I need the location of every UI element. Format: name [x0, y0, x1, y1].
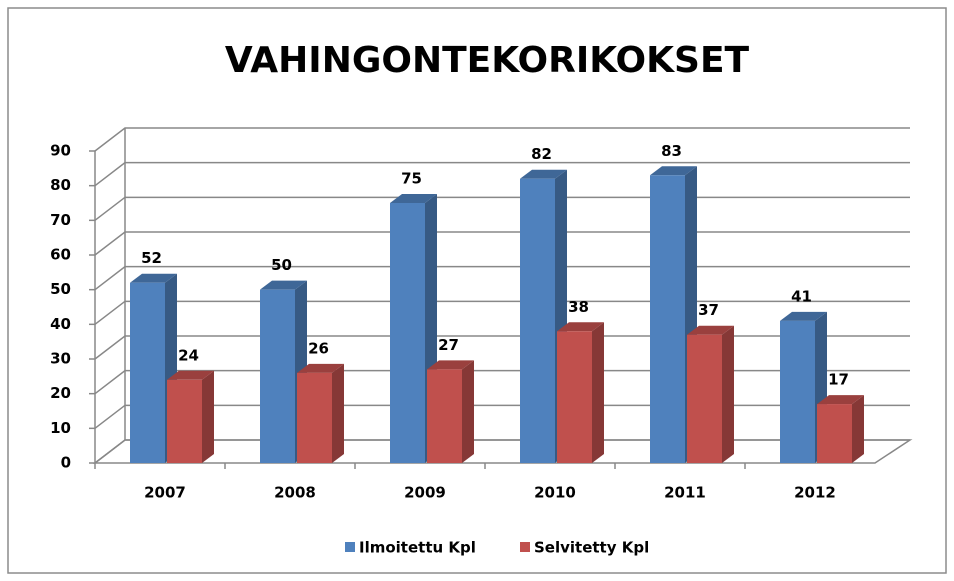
bar-top: [130, 273, 177, 283]
bar-top: [650, 166, 697, 176]
bar: [297, 372, 332, 463]
bar: [687, 334, 722, 463]
legend-swatch: [520, 542, 530, 552]
bar-top: [297, 363, 344, 373]
x-tick-label: 2009: [404, 484, 446, 502]
y-tick-label: 20: [50, 384, 71, 402]
data-label: 26: [308, 339, 329, 357]
bar-side: [202, 370, 214, 463]
bar: [817, 404, 852, 463]
bar-top: [817, 395, 864, 405]
data-label: 38: [568, 298, 589, 316]
y-tick-label: 40: [50, 315, 71, 333]
y-tick-label: 70: [50, 211, 71, 229]
grid-line: [94, 439, 910, 464]
x-tick-label: 2007: [144, 484, 186, 502]
grid-line: [94, 300, 910, 325]
x-tick-label: 2012: [794, 484, 836, 502]
y-tick-label: 50: [50, 280, 71, 298]
data-label: 82: [531, 145, 552, 163]
grid-line: [94, 265, 910, 291]
bar-side: [722, 325, 734, 463]
y-tick-label: 10: [50, 419, 71, 437]
data-label: 52: [141, 249, 162, 267]
x-tick-label: 2011: [664, 484, 706, 502]
y-tick-label: 60: [50, 246, 71, 264]
bar-side: [462, 360, 474, 463]
bar: [390, 203, 425, 463]
data-label: 27: [438, 336, 459, 354]
bar-top: [427, 360, 474, 370]
legend-swatch: [345, 542, 355, 552]
data-label: 37: [698, 301, 719, 319]
grid-line: [94, 404, 910, 429]
data-label: 50: [271, 256, 292, 274]
y-tick-label: 90: [50, 142, 71, 160]
data-label: 75: [401, 170, 422, 188]
bar-side: [332, 363, 344, 463]
grid-line: [94, 369, 910, 395]
bar: [167, 379, 202, 463]
legend-label: Selvitetty Kpl: [534, 539, 649, 557]
grid-line: [94, 335, 910, 360]
data-label: 83: [661, 142, 682, 160]
bar: [520, 178, 555, 463]
y-tick-label: 80: [50, 176, 71, 194]
grid-line: [94, 127, 910, 152]
chart-title: VAHINGONTEKORIKOKSET: [225, 40, 750, 81]
grid-line: [94, 231, 910, 256]
bar-top: [557, 322, 604, 332]
data-label: 41: [791, 287, 812, 305]
bar-top: [687, 325, 734, 335]
bar-top: [390, 194, 437, 203]
data-label: 24: [178, 346, 199, 364]
bar-side: [852, 395, 864, 463]
grid-line: [94, 161, 910, 187]
y-tick-label: 0: [61, 454, 71, 472]
bar: [780, 320, 815, 463]
bar: [650, 175, 685, 463]
bar: [557, 331, 592, 463]
data-label: 17: [828, 371, 849, 389]
bar: [427, 369, 462, 463]
bar-top: [520, 169, 567, 179]
bar: [260, 289, 295, 463]
bar-top: [780, 311, 827, 321]
bar-top: [260, 280, 307, 290]
bar: [130, 282, 165, 463]
legend-label: Ilmoitettu Kpl: [359, 539, 476, 557]
grid-line: [94, 196, 910, 221]
y-tick-label: 30: [50, 350, 71, 368]
x-tick-label: 2008: [274, 484, 316, 502]
bar-side: [592, 322, 604, 463]
x-tick-label: 2010: [534, 484, 576, 502]
bar-top: [167, 370, 214, 380]
